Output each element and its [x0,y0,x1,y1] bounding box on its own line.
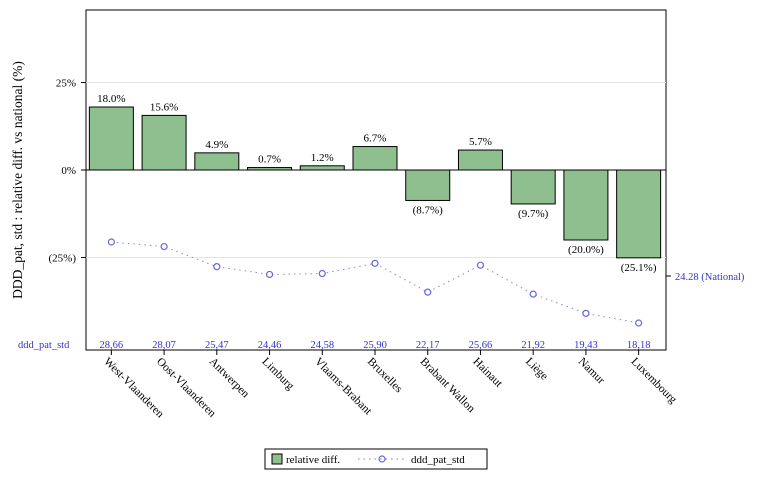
bar [194,152,240,171]
std-value-label: 25,47 [205,340,229,351]
bar [299,165,345,171]
ddd-pat-std-point [371,259,379,267]
bar [352,146,398,171]
category-label: Vlaams-Brabant [312,356,374,418]
std-value-label: 18,18 [627,340,651,351]
std-value-label: 22,17 [416,340,440,351]
ddd-pat-std-point [582,309,590,317]
national-label: 24.28 (National) [675,272,745,283]
bar [88,106,134,171]
category-label: Liège [523,356,550,383]
ddd-pat-std-point [213,263,221,271]
std-value-label: 28,66 [100,340,124,351]
bar-value-label: 18.0% [97,93,125,105]
legend-line-marker [378,455,386,463]
std-value-label: 28,07 [152,340,176,351]
y-axis-ticks: 25% 0% (25%) [49,78,86,265]
category-label: Bruxelles [365,356,405,396]
category-label: Hainaut [470,356,505,391]
bar-value-label: 1.2% [311,152,334,164]
std-value-row: 28,66 28,07 25,47 24,46 24,58 25,90 22,17 25,66… [100,340,651,351]
line-series [107,238,643,327]
y-axis-title: DDD_pat, std : relative diff. vs nationa… [10,61,25,299]
ddd-pat-std-point [265,270,274,279]
bar-value-label: (9.7%) [518,208,549,220]
ddd-pat-std-point [635,319,643,327]
std-value-label: 24,58 [310,340,334,351]
std-value-label: 25,66 [469,340,493,351]
bar-value-label: 5.7% [469,136,492,148]
ddd-pat-std-point [424,288,432,296]
y-tick-label: (25%) [49,253,77,265]
category-label: Namur [576,356,607,387]
std-row-title: ddd_pat_std [18,340,70,351]
bar [405,169,451,201]
bar-value-label: (20.0%) [568,244,604,256]
bar-value-label: (8.7%) [413,204,444,216]
bar-value-label: 6.7% [364,133,387,145]
bar [457,149,503,171]
std-value-label: 24,46 [258,340,282,351]
ddd-pat-std-point [160,242,168,251]
bars [88,106,662,259]
legend-line-label: ddd_pat_std [411,454,465,466]
ddd-pat-std-point [318,269,326,278]
bar-value-label: (25.1%) [621,262,657,274]
category-label: Limburg [259,356,296,393]
bar [510,169,556,205]
ddd-pat-std-point [107,238,115,246]
ddd-pat-std-point [476,261,485,269]
bar [247,167,293,171]
y-tick-label: 0% [61,165,76,177]
bar [616,169,662,259]
legend-bar-label: relative diff. [286,454,340,466]
std-value-label: 25,90 [363,340,387,351]
bar [141,114,187,171]
y-tick-label: 25% [56,78,76,90]
category-label: Antwerpen [207,356,252,401]
bar-value-label: 0.7% [258,154,281,166]
bar [563,169,609,241]
ddd-pat-std-point [529,290,537,298]
category-label: Brabant Wallon [418,356,478,416]
legend-bar-swatch [271,453,283,465]
std-value-label: 19,43 [574,340,598,351]
bar-labels: 18.0% 15.6% 4.9% 0.7% 1.2% 6.7% (8.7%) 5.7% (9.7… [97,93,657,274]
category-label: Luxembourg [629,356,680,407]
gridlines [86,82,666,258]
std-value-label: 21,92 [521,340,545,351]
bar-value-label: 15.6% [150,101,178,113]
legend: relative diff. ddd_pat_std [264,448,488,470]
bar-value-label: 4.9% [205,139,228,151]
